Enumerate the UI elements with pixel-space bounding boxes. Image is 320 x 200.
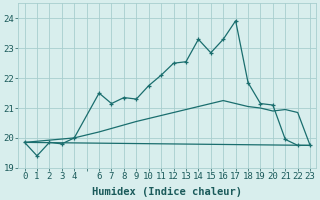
X-axis label: Humidex (Indice chaleur): Humidex (Indice chaleur) <box>92 186 242 197</box>
